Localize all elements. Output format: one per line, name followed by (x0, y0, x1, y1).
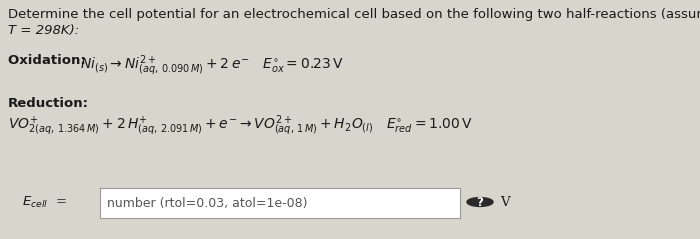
Text: Oxidation:: Oxidation: (8, 54, 90, 67)
Text: $E_{cell}$  =: $E_{cell}$ = (22, 195, 66, 210)
Text: Reduction:: Reduction: (8, 97, 89, 110)
Text: ?: ? (477, 196, 484, 208)
Text: number (rtol=0.03, atol=1e-08): number (rtol=0.03, atol=1e-08) (107, 196, 308, 210)
Text: V: V (500, 196, 510, 208)
Text: T = 298K):: T = 298K): (8, 24, 79, 37)
Text: $VO^{+}_{2(aq,\, 1.364\, M)} + 2\,H^{+}_{(aq,\, 2.091\, M)} + e^{-} \rightarrow : $VO^{+}_{2(aq,\, 1.364\, M)} + 2\,H^{+}_… (8, 114, 473, 138)
Text: Determine the cell potential for an electrochemical cell based on the following : Determine the cell potential for an elec… (8, 8, 700, 21)
Text: $Ni_{(s)} \rightarrow Ni^{2+}_{(aq,\, 0.090\, M)} + 2\,e^{-}\quad E^{\circ}_{ox}: $Ni_{(s)} \rightarrow Ni^{2+}_{(aq,\, 0.… (80, 54, 344, 78)
